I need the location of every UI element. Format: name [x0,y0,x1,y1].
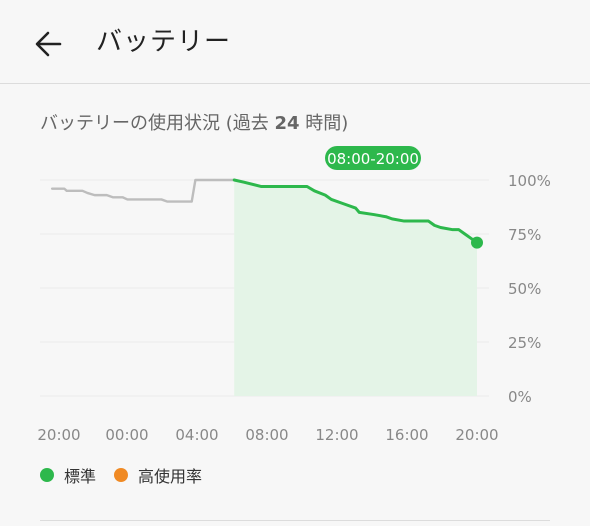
x-tick-label: 00:00 [105,426,148,444]
bottom-divider [40,520,550,521]
highlight-area [234,180,477,396]
battery-usage-title: バッテリーの使用状況 (過去 24 時間) [40,110,348,138]
x-tick-label: 08:00 [245,426,288,444]
y-tick-label: 100% [508,172,551,190]
y-tick-label: 0% [508,388,532,406]
legend-dot-normal [40,468,54,482]
legend-item-high-usage: 高使用率 [114,463,202,487]
legend-dot-high-usage [114,468,129,482]
title-suffix: 時間) [299,113,349,134]
title-hours: 24 [274,113,300,134]
legend-label-high-usage: 高使用率 [138,467,203,486]
series-line-active [232,178,479,245]
x-tick-label: 04:00 [175,426,218,444]
x-tick-label: 12:00 [315,426,358,444]
range-badge-label: 08:00-20:00 [327,150,419,168]
title-prefix: バッテリーの使用状況 (過去 [40,113,275,134]
x-tick-label: 16:00 [385,426,428,444]
legend-label-normal: 標準 [64,467,97,486]
series-line-past [50,178,236,203]
y-tick-label: 25% [508,334,541,352]
app-header: バッテリー [0,0,590,84]
chart-svg: 100% 75% 50% 25% 0% 08:00-20:00 20:00 00:00 04:0… [37,146,551,444]
x-tick-label: 20:00 [455,426,498,444]
y-tick-label: 75% [508,226,541,244]
y-tick-label: 50% [508,280,541,298]
current-level-dot [471,236,483,249]
range-badge [325,146,421,170]
legend-item-normal: 標準 [40,463,96,487]
arrow-left-icon [35,31,62,57]
page-title: バッテリー [96,27,232,57]
x-tick-label: 20:00 [37,426,80,444]
chart-legend: 標準 高使用率 [40,462,220,488]
back-button[interactable] [28,24,76,64]
battery-usage-chart[interactable]: 100% 75% 50% 25% 0% 08:00-20:00 20:00 00:00 04:0… [0,140,590,450]
